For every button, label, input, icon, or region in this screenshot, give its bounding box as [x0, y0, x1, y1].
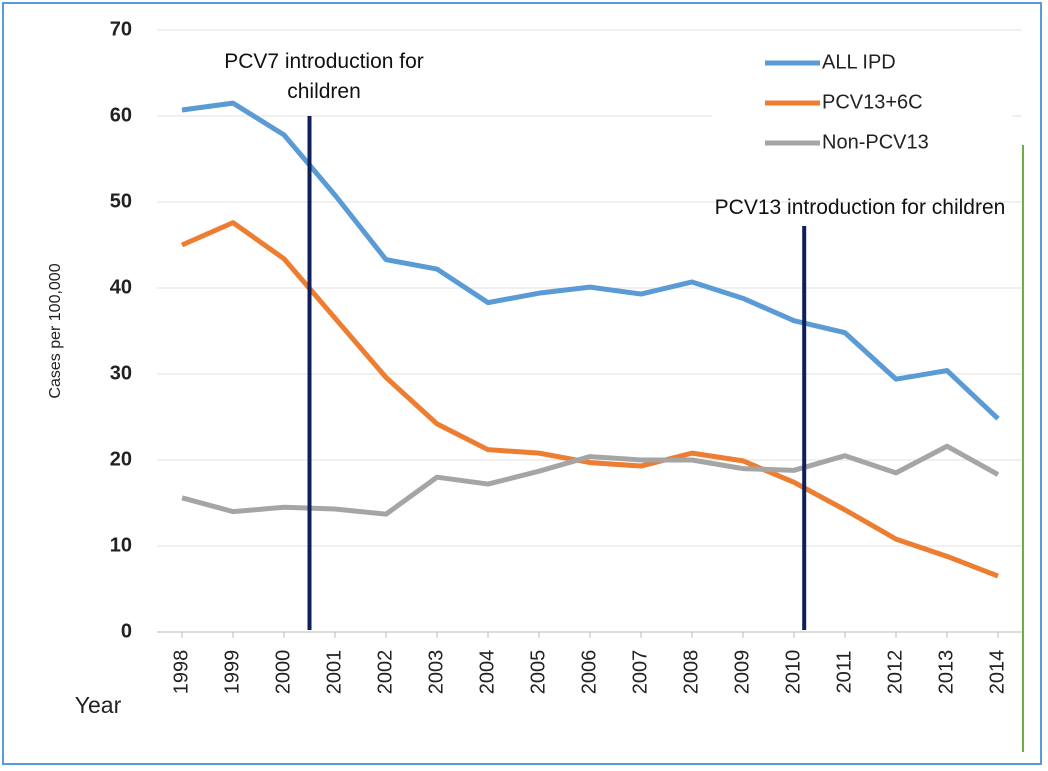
y-tick-label: 20: [110, 448, 132, 470]
y-tick-label: 40: [110, 276, 132, 298]
x-tick-label: 2006: [578, 650, 600, 695]
y-tick-label: 30: [110, 362, 132, 384]
x-tick-label: 2014: [986, 650, 1008, 695]
x-axis-label: Year: [75, 692, 122, 718]
x-tick-label: 2012: [884, 650, 906, 695]
legend-bg: [712, 45, 1012, 81]
x-tick-label: 2011: [833, 650, 855, 693]
x-tick-label: 2002: [374, 650, 396, 695]
legend-bg: [712, 85, 1012, 121]
x-tick-label: 2008: [680, 650, 702, 695]
annotation: PCV7 introduction for children: [224, 50, 424, 103]
x-tick-label: 2013: [935, 650, 957, 695]
legend-label: Non-PCV13: [822, 131, 929, 153]
series-line: [181, 443, 1000, 517]
series-line: [180, 220, 999, 579]
y-tick-label: 70: [110, 18, 132, 40]
x-tick-label: 2005: [527, 650, 549, 695]
y-tick-label: 0: [121, 620, 132, 642]
y-tick-label: 10: [110, 534, 132, 556]
y-axis-label: Cases per 100,000: [47, 263, 64, 398]
series-line: [181, 100, 1000, 421]
legend-bg: [712, 125, 1012, 161]
x-tick-label: 2001: [323, 650, 345, 695]
legend-label: PCV13+6C: [822, 91, 923, 113]
y-tick-label: 50: [110, 190, 132, 212]
legend-label: ALL IPD: [822, 51, 896, 73]
x-tick-label: 1999: [221, 650, 243, 695]
x-tick-label: 2004: [476, 650, 498, 695]
x-tick-label: 2000: [272, 650, 294, 695]
x-tick-label: 2009: [731, 650, 753, 695]
x-tick-label: 2003: [425, 650, 447, 695]
x-tick-label: 2007: [629, 650, 651, 695]
y-tick-label: 60: [110, 104, 132, 126]
annotation: PCV13 introduction for children: [714, 196, 1006, 219]
x-tick-label: 2010: [782, 650, 804, 695]
x-tick-label: 1998: [170, 650, 192, 695]
